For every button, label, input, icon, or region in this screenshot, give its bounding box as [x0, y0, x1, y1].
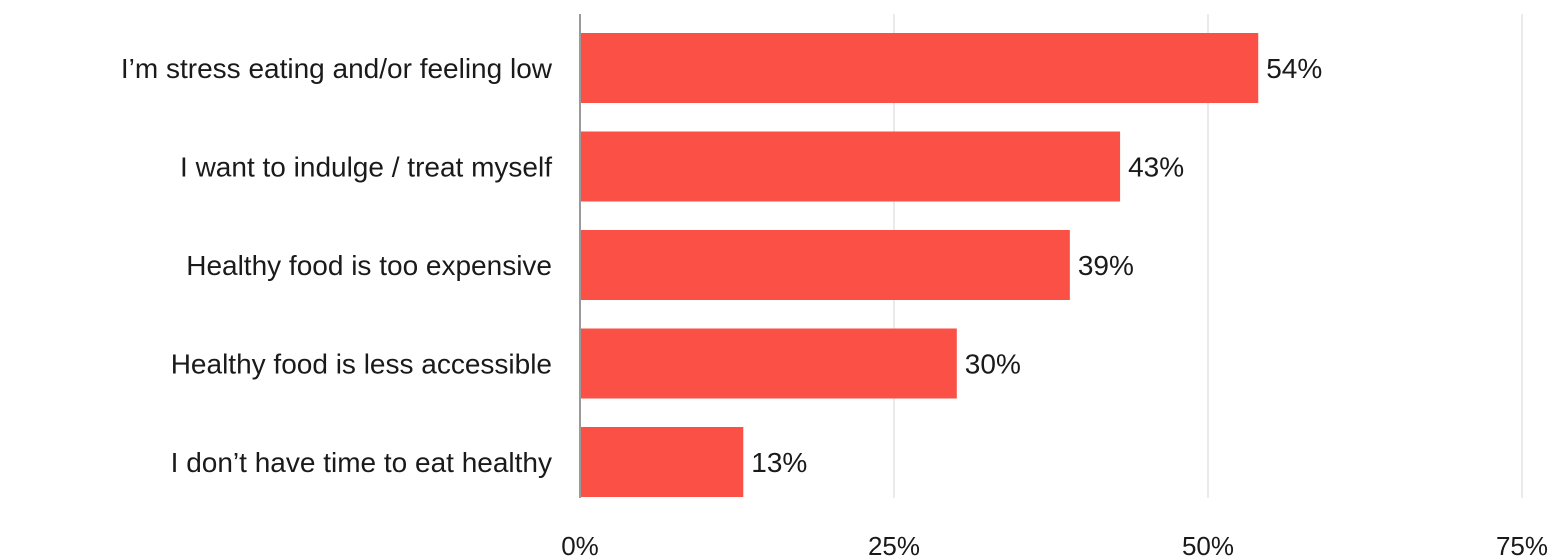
bar	[581, 33, 1259, 103]
value-label: 13%	[751, 447, 807, 478]
bar	[581, 230, 1070, 300]
x-tick-label: 50%	[1182, 531, 1234, 560]
value-label: 39%	[1078, 250, 1134, 281]
category-label: I’m stress eating and/or feeling low	[121, 53, 553, 84]
category-label: Healthy food is less accessible	[171, 349, 552, 380]
x-tick-label: 75%	[1496, 531, 1548, 560]
x-tick-label: 25%	[868, 531, 920, 560]
bar	[581, 328, 957, 399]
bar	[581, 131, 1121, 202]
value-label: 30%	[965, 349, 1021, 380]
category-label: I want to indulge / treat myself	[180, 152, 552, 183]
x-tick-label: 0%	[561, 531, 599, 560]
bar	[581, 427, 744, 497]
value-labels: 54% 43% 39% 30% 13%	[751, 53, 1322, 478]
x-axis-tick-labels: 0% 25% 50% 75%	[561, 531, 1548, 560]
value-label: 54%	[1266, 53, 1322, 84]
category-labels: I’m stress eating and/or feeling low I wa…	[121, 53, 553, 478]
value-label: 43%	[1128, 152, 1184, 183]
bars	[581, 33, 1259, 497]
category-label: I don’t have time to eat healthy	[171, 447, 552, 478]
category-label: Healthy food is too expensive	[186, 250, 552, 281]
